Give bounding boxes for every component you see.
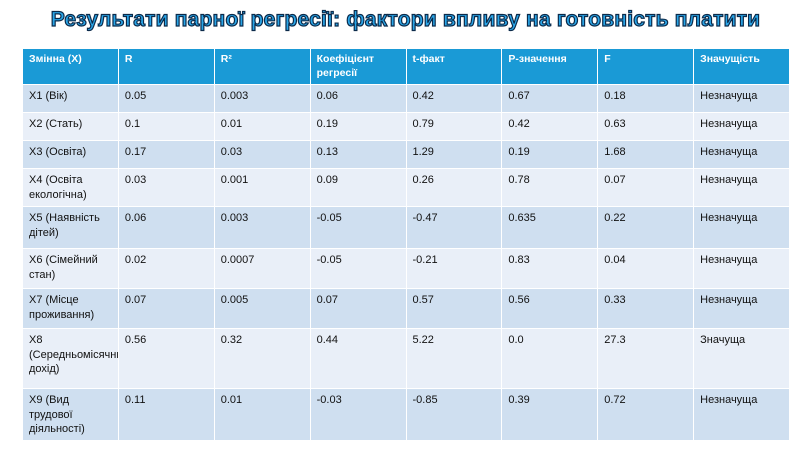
value-cell: Незначуща [693,248,790,290]
value-cell: 1.68 [597,140,695,170]
variable-cell: X6 (Сімейний стан) [22,248,119,290]
value-cell: Незначуща [693,206,790,250]
value-cell: 0.19 [309,112,407,142]
value-cell: -0.05 [309,248,407,290]
variable-cell: X4 (Освіта екологічна) [22,168,119,208]
value-cell: 0.005 [213,288,311,330]
value-cell: 0.72 [597,388,695,442]
value-cell: 0.01 [213,112,311,142]
value-cell: -0.05 [309,206,407,250]
variable-cell: X7 (Місце проживання) [22,288,119,330]
value-cell: -0.85 [405,388,503,442]
header-cell: F [597,47,695,86]
value-cell: 1.29 [405,140,503,170]
value-cell: 5.22 [405,328,503,390]
table-row: X6 (Сімейний стан) 0.02 0.0007 -0.05 -0.21 0.… [22,248,790,290]
value-cell: 0.07 [309,288,407,330]
table-row: X9 (Вид трудової діяльності) 0.11 0.01 -0.0… [22,388,790,442]
slide-title: Результати парної регресії: фактори впли… [50,7,761,31]
value-cell: 0.56 [501,288,599,330]
variable-cell: X3 (Освіта) [22,140,119,170]
header-cell: Коефіцієнт регресії [309,47,407,86]
value-cell: 0.003 [213,206,311,250]
table-row: X2 (Стать) 0.1 0.01 0.19 0.79 0.42 0.63 Незначу… [22,112,790,142]
variable-cell: X1 (Вік) [22,84,119,114]
value-cell: 0.635 [501,206,599,250]
value-cell: 0.07 [117,288,215,330]
value-cell: -0.47 [405,206,503,250]
value-cell: 0.001 [213,168,311,208]
value-cell: 0.03 [213,140,311,170]
value-cell: 0.02 [117,248,215,290]
value-cell: 0.56 [117,328,215,390]
value-cell: 27.3 [597,328,695,390]
value-cell: Незначуща [693,388,790,442]
value-cell: Незначуща [693,84,790,114]
value-cell: 0.42 [501,112,599,142]
value-cell: Незначуща [693,168,790,208]
value-cell: 0.39 [501,388,599,442]
header-cell: Змінна (X) [22,47,119,86]
value-cell: 0.003 [213,84,311,114]
value-cell: 0.57 [405,288,503,330]
value-cell: 0.06 [117,206,215,250]
value-cell: 0.78 [501,168,599,208]
value-cell: 0.67 [501,84,599,114]
header-cell: t-факт [405,47,503,86]
table-row: X8 (Середньомісячний дохід)0.560.320.445… [22,328,790,390]
value-cell: 0.79 [405,112,503,142]
value-cell: 0.07 [597,168,695,208]
header-cell: Значущість [693,47,790,86]
value-cell: Значуща [693,328,790,390]
table-row: X1 (Вік) 0.05 0.003 0.06 0.42 0.67 0.18 Незначу… [22,84,790,114]
value-cell: 0.0007 [213,248,311,290]
table-row: X3 (Освіта) 0.17 0.03 0.13 1.29 0.19 1.68 Незна… [22,140,790,170]
value-cell: 0.19 [501,140,599,170]
variable-cell: X5 (Наявність дітей) [22,206,119,250]
value-cell: 0.32 [213,328,311,390]
value-cell: 0.04 [597,248,695,290]
value-cell: -0.21 [405,248,503,290]
value-cell: 0.17 [117,140,215,170]
header-cell: P-значення [501,47,599,86]
value-cell: 0.33 [597,288,695,330]
value-cell: 0.1 [117,112,215,142]
value-cell: 0.22 [597,206,695,250]
value-cell: Незначуща [693,288,790,330]
variable-cell: X8 (Середньомісячний дохід) [22,328,119,390]
value-cell: 0.05 [117,84,215,114]
value-cell: 0.44 [309,328,407,390]
value-cell: Незначуща [693,112,790,142]
value-cell: 0.83 [501,248,599,290]
value-cell: 0.11 [117,388,215,442]
variable-cell: X9 (Вид трудової діяльності) [22,388,119,442]
header-cell: R [117,47,215,86]
value-cell: 0.63 [597,112,695,142]
value-cell: 0.03 [117,168,215,208]
value-cell: 0.26 [405,168,503,208]
variable-cell: X2 (Стать) [22,112,119,142]
table-row: X4 (Освіта екологічна) 0.03 0.001 0.09 0.26 0… [22,168,790,208]
value-cell: 0.01 [213,388,311,442]
header-row: Змінна (X) R R² Коефіцієнт регресії t-факт P-… [22,47,790,86]
value-cell: Незначуща [693,140,790,170]
value-cell: 0.13 [309,140,407,170]
value-cell: 0.18 [597,84,695,114]
value-cell: -0.03 [309,388,407,442]
value-cell: 0.06 [309,84,407,114]
table-row: X5 (Наявність дітей) 0.06 0.003 -0.05 -0.47 0… [22,206,790,250]
regression-table: Змінна (X) R R² Коефіцієнт регресії t-факт P-… [22,47,790,442]
table-row: X7 (Місце проживання) 0.07 0.005 0.07 0.57 0.… [22,288,790,330]
value-cell: 0.09 [309,168,407,208]
value-cell: 0.42 [405,84,503,114]
header-cell: R² [213,47,311,86]
value-cell: 0.0 [501,328,599,390]
